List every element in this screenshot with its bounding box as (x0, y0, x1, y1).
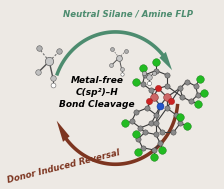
Text: Neutral Silane / Amine FLP: Neutral Silane / Amine FLP (63, 9, 193, 18)
Text: Metal-free
C(sp²)–H
Bond Cleavage: Metal-free C(sp²)–H Bond Cleavage (59, 76, 135, 109)
Polygon shape (55, 30, 172, 76)
Polygon shape (57, 104, 179, 166)
Text: Donor Induced Reversal: Donor Induced Reversal (7, 148, 121, 184)
